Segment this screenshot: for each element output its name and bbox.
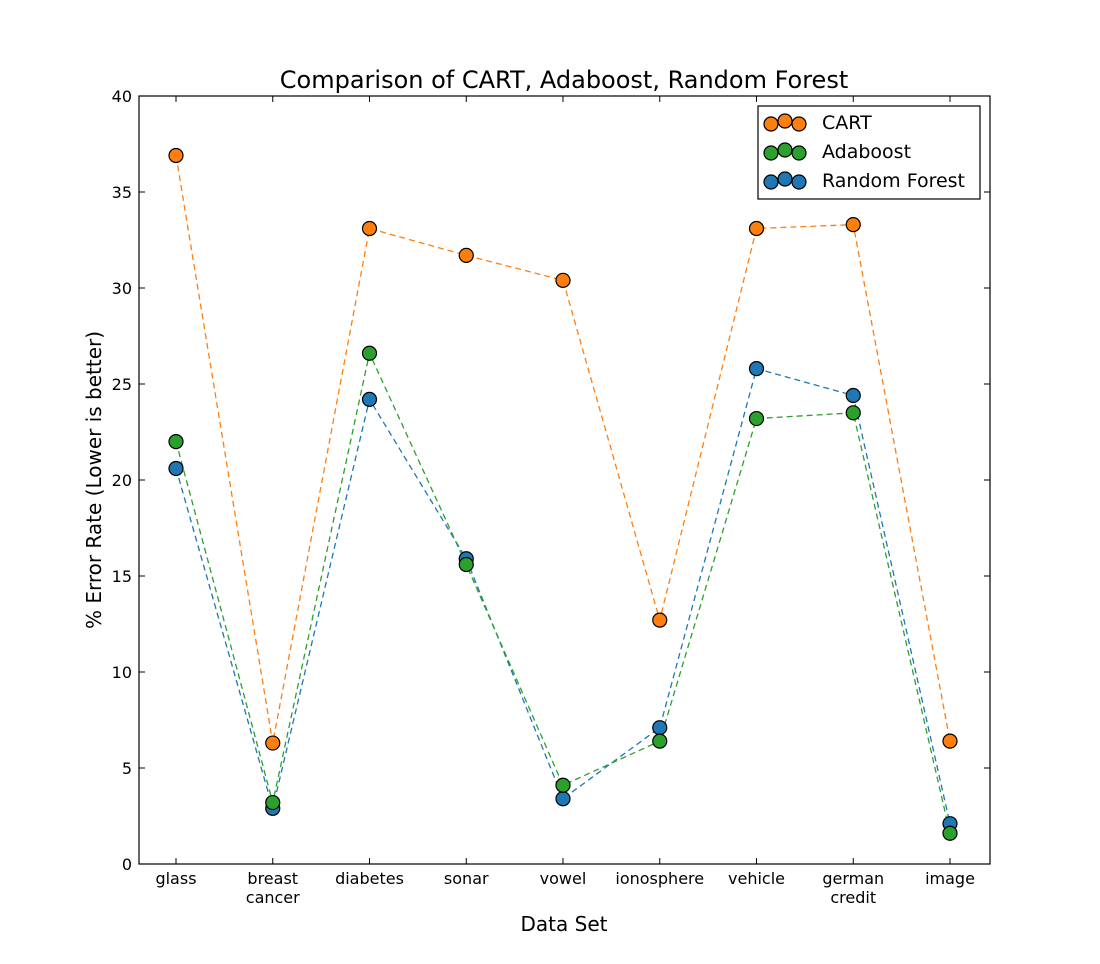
data-point-random-forest <box>748 361 765 377</box>
data-point-adaboost <box>265 794 281 811</box>
y-tick-label: 5 <box>122 759 132 778</box>
y-tick-label: 20 <box>112 471 132 490</box>
data-point-random-forest <box>652 720 668 736</box>
data-point-adaboost <box>458 556 474 573</box>
data-point-adaboost <box>748 410 765 427</box>
data-point-random-forest <box>555 791 571 807</box>
data-point-cart <box>458 247 474 263</box>
series-line-random-forest <box>175 367 951 824</box>
legend-marker <box>791 174 807 190</box>
data-point-cart <box>748 220 765 237</box>
legend: CART Adaboost Random Forest <box>757 105 981 200</box>
legend-marker <box>763 116 779 132</box>
data-point-adaboost <box>652 733 668 749</box>
x-tick-label: ionosphere <box>615 869 704 888</box>
data-point-cart <box>845 217 861 233</box>
data-point-random-forest <box>168 460 184 477</box>
data-point-adaboost <box>555 777 571 793</box>
chart-title: Comparison of CART, Adaboost, Random For… <box>280 66 848 94</box>
data-point-cart <box>652 612 668 628</box>
legend-label: Random Forest <box>822 170 965 192</box>
data-point-cart <box>361 220 378 237</box>
x-axis-label: Data Set <box>521 912 608 936</box>
legend-marker <box>791 116 807 132</box>
x-tick-label: sonar <box>444 869 489 888</box>
legend-marker <box>763 145 779 161</box>
data-point-adaboost <box>361 345 378 361</box>
data-point-adaboost <box>168 434 184 450</box>
legend-marker <box>777 142 793 158</box>
plot-layer: 0 5 10 15 20 25 30 35 40 glass breast cancer diabete… <box>112 87 991 907</box>
data-point-cart <box>555 272 571 288</box>
data-point-cart <box>265 735 281 751</box>
data-point-random-forest <box>845 387 861 404</box>
data-point-cart <box>168 147 184 164</box>
y-tick-label: 10 <box>112 663 132 682</box>
legend-label: CART <box>822 112 872 134</box>
y-tick-label: 0 <box>122 855 132 874</box>
x-tick-label: vehicle <box>728 869 785 888</box>
y-tick-label: 40 <box>112 87 132 106</box>
x-tick-label: breast cancer <box>246 869 300 907</box>
y-tick-label: 15 <box>112 567 132 586</box>
legend-label: Adaboost <box>822 141 911 163</box>
x-tick-label: glass <box>155 869 196 888</box>
y-axis-label: % Error Rate (Lower is better) <box>82 331 106 629</box>
data-point-adaboost <box>942 825 958 841</box>
legend-marker <box>777 113 793 129</box>
data-point-random-forest <box>361 391 378 407</box>
legend-marker <box>777 171 793 187</box>
x-tick-label: image <box>925 869 975 888</box>
series-line-cart <box>175 155 951 744</box>
data-point-adaboost <box>845 405 861 421</box>
y-tick-label: 35 <box>112 183 132 202</box>
y-tick-label: 30 <box>112 279 132 298</box>
y-tick-label: 25 <box>112 375 132 394</box>
plot-frame <box>138 95 991 865</box>
series-line-adaboost <box>175 351 951 834</box>
x-tick-label: vowel <box>540 869 587 888</box>
data-point-cart <box>942 733 958 749</box>
legend-marker <box>791 145 807 161</box>
x-tick-label: diabetes <box>335 869 404 888</box>
x-tick-label: german credit <box>822 869 884 907</box>
legend-marker <box>763 174 779 190</box>
